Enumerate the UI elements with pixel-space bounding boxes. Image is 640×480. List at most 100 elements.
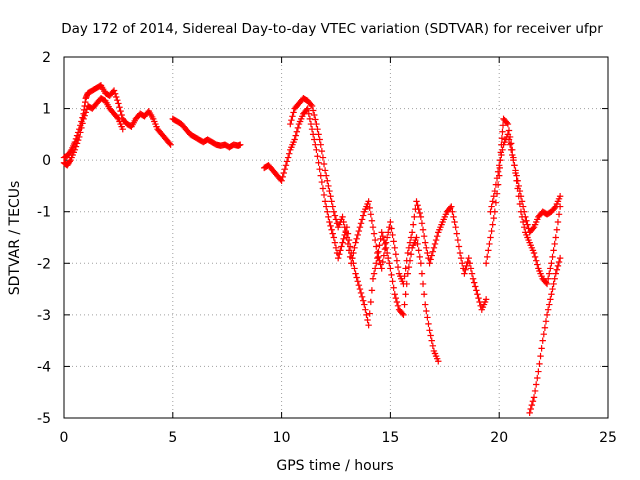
data-point-marker xyxy=(280,169,287,177)
data-point-marker xyxy=(499,122,507,129)
data-point-marker xyxy=(507,140,515,147)
data-point-marker xyxy=(552,270,559,277)
data-point-marker xyxy=(371,265,379,272)
data-point-marker xyxy=(394,263,402,271)
data-point-marker xyxy=(348,260,355,267)
data-point-marker xyxy=(497,156,504,164)
data-point-marker xyxy=(532,257,540,264)
data-point-marker xyxy=(368,217,376,224)
data-point-marker xyxy=(78,124,85,132)
data-point-marker xyxy=(473,287,480,294)
chart-title: Day 172 of 2014, Sidereal Day-to-day VTE… xyxy=(61,21,603,37)
data-point-marker xyxy=(466,260,474,267)
data-point-marker xyxy=(415,247,422,254)
data-point-marker xyxy=(414,240,421,248)
data-point-marker xyxy=(358,216,366,223)
data-point-marker xyxy=(552,234,559,241)
data-point-marker xyxy=(404,270,412,277)
data-point-marker xyxy=(516,187,524,195)
data-point-marker xyxy=(542,279,550,286)
data-point-marker xyxy=(534,374,541,382)
data-point-marker xyxy=(292,132,299,139)
data-point-marker xyxy=(426,327,433,334)
data-point-marker xyxy=(360,212,367,219)
data-point-marker xyxy=(465,254,472,262)
data-point-marker xyxy=(343,234,351,241)
data-point-marker xyxy=(503,119,511,126)
data-point-marker xyxy=(407,234,415,241)
data-point-marker xyxy=(422,239,429,246)
data-point-marker xyxy=(370,270,378,277)
data-point-marker xyxy=(378,265,385,272)
data-point-marker xyxy=(504,120,512,128)
data-point-marker xyxy=(378,229,385,236)
data-point-marker xyxy=(326,187,333,195)
data-point-marker xyxy=(312,141,319,148)
y-tick-label: -2 xyxy=(37,256,51,272)
data-point-marker xyxy=(413,198,420,205)
data-point-marker xyxy=(414,202,421,209)
data-point-marker xyxy=(462,266,469,273)
data-point-marker xyxy=(531,253,539,261)
data-point-marker xyxy=(463,262,470,270)
data-point-marker xyxy=(371,236,379,244)
data-point-marker xyxy=(313,146,320,154)
data-point-marker xyxy=(349,254,356,262)
data-point-marker xyxy=(530,249,538,257)
data-point-marker xyxy=(390,284,397,291)
data-point-marker xyxy=(74,136,82,144)
y-tick-label: -1 xyxy=(37,205,51,221)
data-point-marker xyxy=(71,146,79,154)
data-point-marker xyxy=(72,143,80,150)
data-point-marker xyxy=(318,178,326,186)
data-point-marker xyxy=(423,307,430,315)
data-point-marker xyxy=(370,230,378,237)
data-point-marker xyxy=(425,320,432,328)
data-point-marker xyxy=(332,216,340,223)
data-point-marker xyxy=(496,162,503,169)
data-point-marker xyxy=(356,223,364,231)
data-point-marker xyxy=(411,213,418,221)
data-point-marker xyxy=(487,234,494,241)
data-point-marker xyxy=(379,233,386,240)
x-tick-label: 25 xyxy=(599,430,617,446)
data-point-marker xyxy=(303,106,310,114)
data-point-marker xyxy=(374,249,381,257)
data-point-marker xyxy=(317,141,324,148)
data-point-marker xyxy=(524,221,531,228)
data-point-marker xyxy=(551,204,558,212)
data-point-marker xyxy=(376,242,383,249)
data-point-marker xyxy=(549,253,556,261)
data-point-marker xyxy=(389,278,396,285)
data-point-marker xyxy=(307,101,315,108)
data-point-marker xyxy=(498,135,506,142)
data-point-marker xyxy=(115,100,122,107)
data-point-marker xyxy=(167,141,174,148)
data-point-marker xyxy=(457,254,465,262)
data-point-marker xyxy=(541,324,549,331)
data-point-marker xyxy=(331,239,339,246)
data-point-marker xyxy=(315,159,322,166)
data-point-marker xyxy=(368,287,376,294)
data-point-marker xyxy=(329,230,336,237)
data-point-marker xyxy=(111,90,119,97)
data-point-marker xyxy=(485,247,492,254)
data-point-marker xyxy=(114,114,121,121)
data-point-marker xyxy=(113,93,120,101)
data-point-marker xyxy=(505,127,513,134)
data-point-marker xyxy=(352,239,359,246)
y-tick-label: 2 xyxy=(42,50,51,66)
data-point-marker xyxy=(316,136,323,143)
data-point-marker xyxy=(554,218,562,226)
data-point-marker xyxy=(400,280,407,288)
data-point-marker xyxy=(369,275,377,282)
data-point-marker xyxy=(366,204,373,212)
data-point-marker xyxy=(487,208,494,215)
data-point-marker xyxy=(530,394,538,401)
data-point-marker xyxy=(278,177,285,184)
data-point-marker xyxy=(550,247,557,254)
data-point-marker xyxy=(406,239,414,246)
data-point-marker xyxy=(494,168,502,175)
data-point-marker xyxy=(309,131,317,138)
x-axis-label: GPS time / hours xyxy=(276,458,393,474)
